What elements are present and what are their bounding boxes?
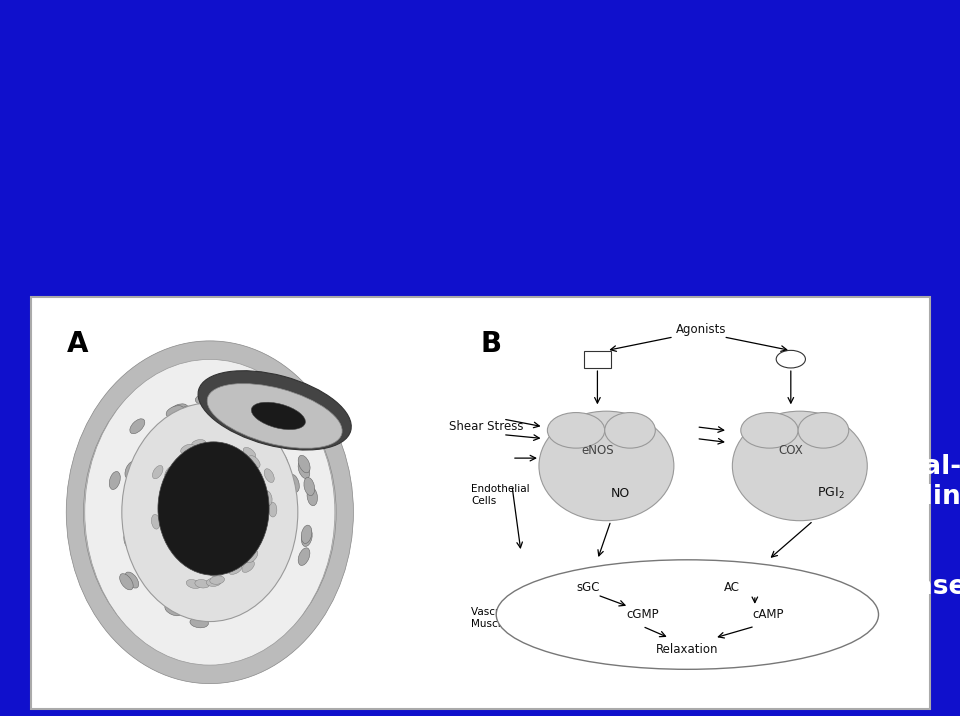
Ellipse shape (269, 502, 276, 517)
Bar (31, 297, 930, 709)
Text: sGC: sGC (577, 581, 600, 594)
Ellipse shape (122, 403, 298, 621)
Ellipse shape (269, 430, 283, 445)
Ellipse shape (741, 412, 798, 448)
Ellipse shape (247, 540, 257, 553)
Ellipse shape (605, 412, 656, 448)
Ellipse shape (183, 448, 197, 458)
Ellipse shape (158, 442, 269, 575)
Text: A: A (66, 330, 88, 358)
Ellipse shape (109, 471, 120, 490)
Ellipse shape (139, 568, 154, 584)
Text: COX: COX (779, 444, 804, 457)
Ellipse shape (66, 341, 353, 684)
Text: Agonists: Agonists (676, 322, 726, 336)
Text: monophosphate; cGMP  cyclic guanosine monophosphate;: monophosphate; cGMP cyclic guanosine mon… (43, 544, 909, 570)
Text: (Bryan R.M. et al. Anesthesiology 2005; 102:1261–77): (Bryan R.M. et al. Anesthesiology 2005; … (179, 645, 781, 665)
Ellipse shape (299, 461, 310, 479)
Ellipse shape (170, 404, 188, 415)
Ellipse shape (539, 411, 674, 521)
Ellipse shape (124, 532, 135, 550)
Ellipse shape (165, 604, 182, 616)
Ellipse shape (236, 416, 253, 428)
Ellipse shape (301, 528, 312, 546)
Ellipse shape (135, 556, 149, 573)
Text: Shear Stress: Shear Stress (449, 420, 523, 433)
Ellipse shape (165, 465, 177, 478)
Text: Vascular Smooth
Muscle Cell: Vascular Smooth Muscle Cell (471, 607, 560, 629)
Bar (584, 351, 611, 368)
Ellipse shape (208, 565, 224, 574)
Ellipse shape (173, 461, 186, 473)
Ellipse shape (186, 579, 201, 589)
Ellipse shape (252, 402, 305, 430)
Ellipse shape (180, 444, 195, 454)
Ellipse shape (777, 350, 805, 368)
Ellipse shape (263, 490, 272, 505)
Ellipse shape (299, 548, 310, 566)
Ellipse shape (209, 568, 224, 576)
Ellipse shape (210, 576, 225, 584)
Ellipse shape (798, 412, 849, 448)
Ellipse shape (180, 457, 194, 468)
Ellipse shape (229, 403, 248, 415)
Ellipse shape (264, 469, 275, 483)
Ellipse shape (125, 572, 138, 588)
Text: COX  cyclooxygenase; eNOS  endothelial nitric oxide synthase;: COX cyclooxygenase; eNOS endothelial nit… (43, 574, 960, 600)
Text: vascular smooth muscle cells. (B) Mechanisms of endothelial-: vascular smooth muscle cells. (B) Mechan… (43, 454, 960, 480)
Ellipse shape (195, 395, 214, 405)
Ellipse shape (288, 474, 300, 493)
Ellipse shape (547, 412, 605, 448)
Text: Fig. 1. (A) Diagram of an artery showing endothelial and: Fig. 1. (A) Diagram of an artery showing… (43, 424, 886, 450)
Text: cGMP: cGMP (626, 608, 659, 621)
Ellipse shape (190, 617, 208, 628)
Text: Endothelial
Cells: Endothelial Cells (471, 484, 530, 505)
Ellipse shape (301, 525, 312, 543)
Ellipse shape (299, 455, 310, 473)
Ellipse shape (249, 455, 260, 468)
Text: Relaxation: Relaxation (656, 643, 719, 657)
Ellipse shape (252, 495, 261, 511)
Ellipse shape (732, 411, 867, 521)
Ellipse shape (242, 561, 254, 572)
Ellipse shape (125, 461, 137, 478)
Ellipse shape (84, 362, 336, 663)
Ellipse shape (304, 478, 315, 495)
Ellipse shape (248, 424, 264, 437)
Ellipse shape (496, 560, 878, 669)
Ellipse shape (195, 579, 209, 588)
Text: sGC  soluble guanylyl cyclase.: sGC soluble guanylyl cyclase. (43, 604, 491, 630)
Text: mediated dilations through nitric oxide (NO) and prostacyclin: mediated dilations through nitric oxide … (43, 484, 960, 510)
Ellipse shape (152, 514, 160, 529)
Ellipse shape (130, 419, 145, 434)
Ellipse shape (191, 440, 206, 448)
Text: cAMP: cAMP (753, 608, 784, 621)
Text: AC: AC (725, 581, 740, 594)
Text: eNOS: eNOS (581, 444, 613, 457)
Ellipse shape (198, 371, 351, 450)
Text: B: B (481, 330, 502, 358)
Ellipse shape (178, 406, 196, 417)
Text: PGI$_2$: PGI$_2$ (818, 485, 845, 501)
Ellipse shape (307, 488, 318, 505)
Ellipse shape (243, 593, 260, 606)
Ellipse shape (153, 465, 163, 479)
Ellipse shape (120, 574, 133, 590)
Ellipse shape (166, 406, 183, 417)
Ellipse shape (84, 359, 335, 665)
Ellipse shape (275, 452, 288, 468)
Ellipse shape (243, 448, 255, 459)
Ellipse shape (137, 566, 152, 582)
Text: (PGI2). AC  adenylyl cyclase; cAMP  cyclic adenosine: (PGI2). AC adenylyl cyclase; cAMP cyclic… (43, 514, 822, 540)
Ellipse shape (174, 415, 191, 427)
Ellipse shape (206, 578, 221, 586)
Text: NO: NO (611, 487, 630, 500)
Ellipse shape (247, 550, 258, 563)
Ellipse shape (228, 564, 242, 574)
Ellipse shape (98, 379, 322, 646)
Ellipse shape (207, 384, 342, 448)
Ellipse shape (208, 451, 224, 460)
